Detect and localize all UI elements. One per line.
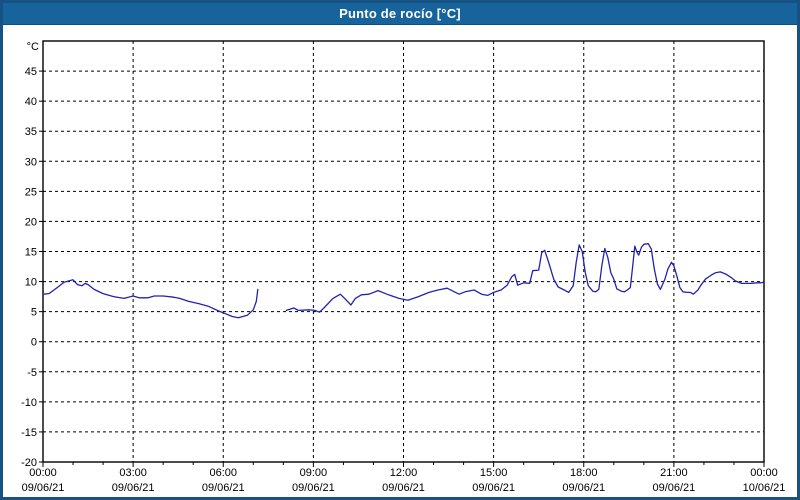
y-axis-labels: 45 40 35 30 25 20 15 10 5 0 -5 -10 -15 -20 xyxy=(21,66,37,469)
axis-ticks xyxy=(39,70,765,467)
x-date-label: 09/06/21 xyxy=(382,482,425,494)
dew-point-segment-2 xyxy=(285,243,765,313)
dew-point-segment-1 xyxy=(42,279,259,319)
x-time-label: 18:00 xyxy=(570,467,598,479)
window-title-bar: Punto de rocío [°C] xyxy=(3,3,797,25)
x-date-label: 09/06/21 xyxy=(562,482,605,494)
x-date-label: 09/06/21 xyxy=(652,482,695,494)
chart-title: Punto de rocío [°C] xyxy=(339,6,461,21)
data-series xyxy=(42,243,765,319)
y-unit-label: °C xyxy=(27,41,39,53)
y-tick-label: -15 xyxy=(21,427,37,439)
x-time-label: 15:00 xyxy=(480,467,508,479)
x-date-label: 09/06/21 xyxy=(292,482,335,494)
y-tick-label: 10 xyxy=(25,277,37,289)
dew-point-chart: 45 40 35 30 25 20 15 10 5 0 -5 -10 -15 -20 °C 00:00 09… xyxy=(21,40,786,494)
y-tick-label: 25 xyxy=(25,186,37,198)
y-tick-label: -10 xyxy=(21,397,37,409)
x-time-label: 00:00 xyxy=(29,467,57,479)
y-tick-label: -20 xyxy=(21,457,37,469)
x-time-label: 03:00 xyxy=(119,467,147,479)
x-time-label: 00:00 xyxy=(750,467,778,479)
chart-region: 45 40 35 30 25 20 15 10 5 0 -5 -10 -15 -20 °C 00:00 09… xyxy=(6,28,794,494)
x-time-label: 21:00 xyxy=(660,467,688,479)
x-date-label: 09/06/21 xyxy=(22,482,65,494)
x-date-label: 10/06/21 xyxy=(743,482,786,494)
y-tick-label: 45 xyxy=(25,66,37,78)
y-tick-label: 15 xyxy=(25,247,37,259)
y-tick-label: 5 xyxy=(31,307,37,319)
y-tick-label: 20 xyxy=(25,216,37,228)
y-tick-label: 35 xyxy=(25,126,37,138)
gridlines xyxy=(43,41,764,462)
x-axis-labels: 00:00 09/06/21 03:00 09/06/21 06:00 09/06/21 0… xyxy=(22,467,786,494)
y-tick-label: 0 xyxy=(31,337,37,349)
x-time-label: 12:00 xyxy=(390,467,418,479)
y-tick-label: 40 xyxy=(25,96,37,108)
x-time-label: 09:00 xyxy=(300,467,328,479)
x-date-label: 09/06/21 xyxy=(472,482,515,494)
y-axis-unit-label: °C xyxy=(27,41,39,53)
y-tick-label: -5 xyxy=(27,367,37,379)
x-date-label: 09/06/21 xyxy=(202,482,245,494)
x-date-label: 09/06/21 xyxy=(112,482,155,494)
x-time-label: 06:00 xyxy=(209,467,237,479)
y-tick-label: 30 xyxy=(25,156,37,168)
